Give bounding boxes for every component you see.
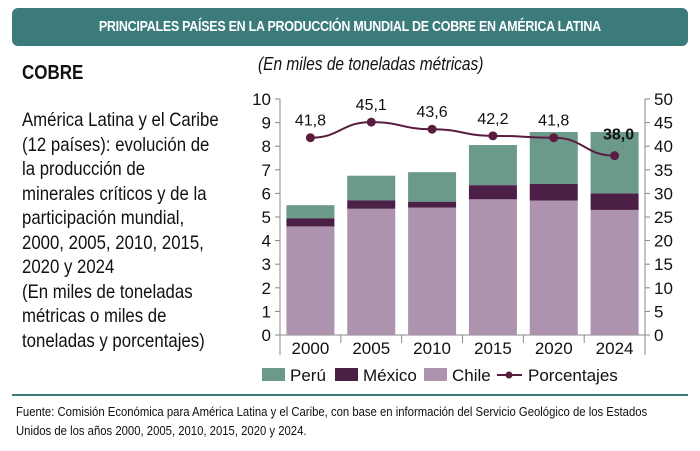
y-tick-label: 0 — [262, 326, 271, 345]
y-tick-label: 6 — [262, 184, 271, 203]
bar-peru-2005 — [347, 175, 396, 201]
percentage-point — [549, 133, 559, 143]
y2-tick-label: 20 — [654, 232, 673, 251]
y-tick-label: 1 — [262, 302, 271, 321]
legend-label: Perú — [290, 366, 326, 385]
bar-peru-2010 — [408, 172, 457, 202]
source-note: Fuente: Comisión Económica para América … — [16, 404, 648, 438]
bar-chile-2024 — [590, 209, 639, 335]
chart-description: América Latina y el Caribe (12 países): … — [22, 109, 219, 352]
percentage-label: 45,1 — [356, 97, 387, 114]
y-tick-label: 8 — [262, 137, 271, 156]
y2-tick-label: 0 — [654, 326, 663, 345]
chart-title: PRINCIPALES PAÍSES EN LA PRODUCCIÓN MUND… — [98, 19, 601, 35]
legend-label: México — [363, 366, 417, 385]
y-tick-label: 5 — [262, 208, 271, 227]
percentage-point — [427, 124, 437, 134]
legend-swatch-méxico — [335, 368, 358, 381]
bar-mexico-2024 — [590, 193, 639, 210]
x-tick-label: 2020 — [535, 339, 573, 358]
bar-peru-2015 — [468, 145, 517, 186]
x-tick-label: 2015 — [474, 339, 512, 358]
bar-mexico-2010 — [408, 201, 457, 208]
bar-chile-2000 — [286, 226, 335, 335]
legend-label: Porcentajes — [528, 366, 618, 385]
bar-chile-2020 — [529, 200, 578, 335]
bar-peru-2000 — [286, 205, 335, 219]
percentage-label: 42,2 — [477, 111, 508, 128]
y2-tick-label: 35 — [654, 161, 673, 180]
y2-tick-label: 40 — [654, 137, 673, 156]
mineral-title: COBRE — [22, 62, 84, 84]
percentage-label: 38,0 — [603, 127, 634, 144]
x-tick-label: 2010 — [413, 339, 451, 358]
y2-tick-label: 5 — [654, 302, 663, 321]
bar-mexico-2020 — [529, 183, 578, 201]
bar-mexico-2005 — [347, 200, 396, 209]
y-tick-label: 9 — [262, 114, 271, 133]
y2-tick-label: 30 — [654, 184, 673, 203]
legend-label: Chile — [452, 366, 491, 385]
bar-mexico-2000 — [286, 218, 335, 227]
y-tick-label: 4 — [262, 232, 271, 251]
legend-swatch-chile — [424, 368, 447, 381]
bar-chile-2010 — [408, 207, 457, 335]
y2-tick-label: 10 — [654, 279, 673, 298]
bar-mexico-2015 — [468, 185, 517, 200]
y-tick-label: 2 — [262, 279, 271, 298]
y-tick-label: 10 — [252, 90, 271, 109]
legend-swatch-perú — [262, 368, 285, 381]
percentage-label: 41,8 — [295, 113, 326, 130]
y2-tick-label: 45 — [654, 114, 673, 133]
x-tick-label: 2000 — [292, 339, 330, 358]
percentage-point — [488, 131, 498, 141]
y-tick-label: 7 — [262, 161, 271, 180]
y2-tick-label: 15 — [654, 255, 673, 274]
bar-peru-2024 — [590, 132, 639, 194]
legend-marker-icon — [505, 371, 513, 379]
y-tick-label: 3 — [262, 255, 271, 274]
percentage-point — [610, 151, 620, 161]
y2-tick-label: 25 — [654, 208, 673, 227]
y2-tick-label: 50 — [654, 90, 673, 109]
percentage-line — [310, 121, 615, 157]
percentage-label: 41,8 — [538, 113, 569, 130]
bar-chile-2015 — [468, 199, 517, 335]
percentage-point — [305, 133, 315, 143]
x-tick-label: 2005 — [352, 339, 390, 358]
chart-header-banner: PRINCIPALES PAÍSES EN LA PRODUCCIÓN MUND… — [12, 8, 688, 46]
x-tick-label: 2024 — [596, 339, 634, 358]
chart-subtitle: (En miles de toneladas métricas) — [258, 54, 484, 74]
percentage-label: 43,6 — [417, 104, 448, 121]
bar-chile-2005 — [347, 208, 396, 335]
divider — [12, 394, 688, 396]
percentage-point — [366, 117, 376, 127]
